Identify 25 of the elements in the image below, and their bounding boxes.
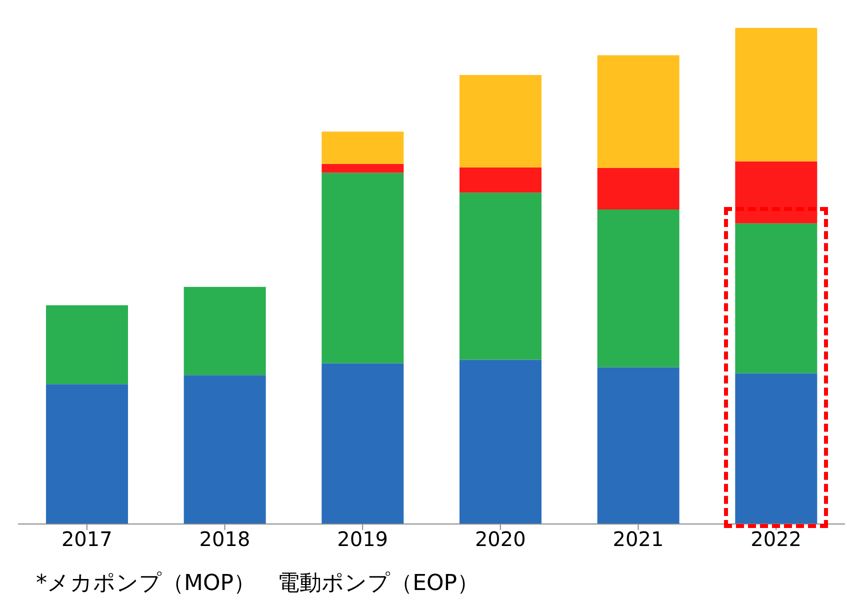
bar [322, 164, 404, 173]
bar [597, 209, 680, 368]
x-tick-label: 2020 [474, 527, 526, 552]
x-tick-label: 2017 [61, 527, 112, 552]
x-tick-label: 2019 [337, 527, 388, 552]
text: *メカポンプ（MOP） 電動ポンプ（EOP） [36, 570, 480, 598]
bar [322, 363, 404, 524]
x-tick-label: 2022 [750, 527, 802, 552]
bar [322, 172, 404, 364]
bar [460, 360, 542, 524]
bar [322, 132, 404, 164]
bar [46, 384, 128, 524]
bar [597, 367, 680, 524]
bar [460, 167, 542, 193]
bar [597, 168, 680, 210]
x-tick-label: 2018 [199, 527, 250, 552]
bar [46, 305, 128, 384]
bar [735, 28, 818, 162]
bar [184, 286, 266, 376]
x-tick-label: 2021 [612, 527, 664, 552]
bar [735, 161, 818, 224]
bar [184, 375, 266, 524]
bar [460, 75, 542, 168]
bar [597, 55, 680, 168]
bar [460, 192, 542, 360]
